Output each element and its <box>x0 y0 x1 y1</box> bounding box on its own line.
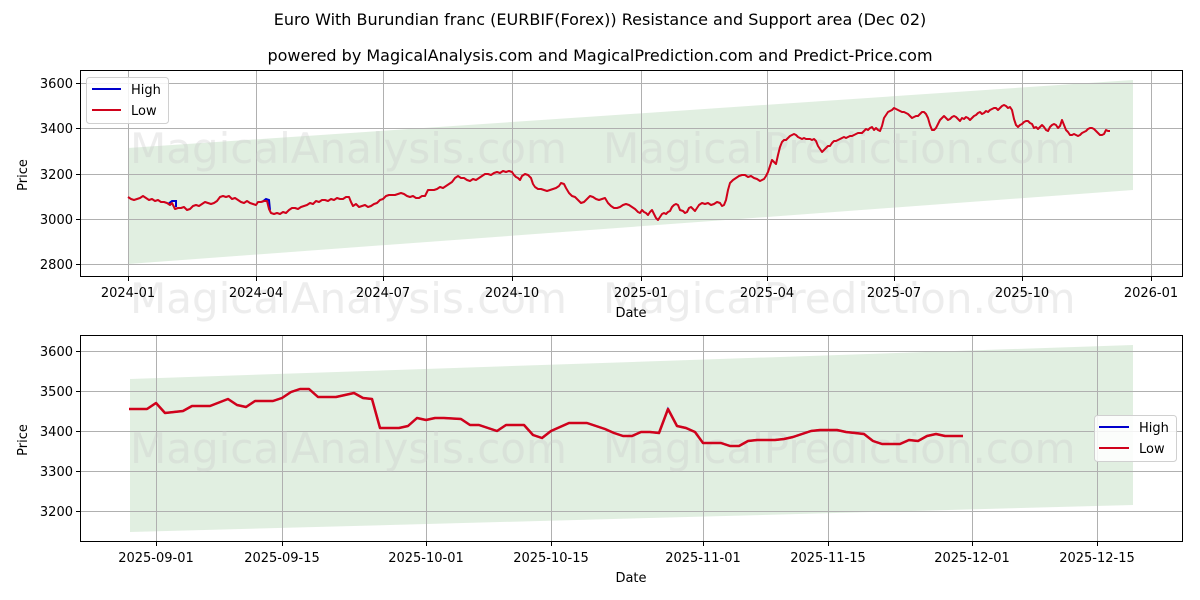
bottom-ytick-3500: 3500 <box>40 385 73 400</box>
bottom-x-axis-label: Date <box>615 571 646 586</box>
watermark-prediction-mid: MagicalPrediction.com <box>603 274 1076 323</box>
top-y-axis: 3600 3400 3200 3000 2800 Price <box>16 77 80 273</box>
bottom-y-axis-label: Price <box>16 424 31 456</box>
legend-low-label: Low <box>1139 442 1165 457</box>
top-y-axis-label: Price <box>16 159 31 191</box>
top-xtick: 2024-10 <box>485 286 539 301</box>
watermark-analysis-mid: MagicalAnalysis.com <box>130 274 567 323</box>
bottom-xtick: 2025-09-15 <box>244 551 320 566</box>
top-xtick: 2025-10 <box>995 286 1049 301</box>
bottom-xtick: 2025-10-15 <box>513 551 589 566</box>
top-xtick: 2024-01 <box>101 286 155 301</box>
top-legend: High Low <box>86 77 169 124</box>
bottom-xtick: 2025-10-01 <box>388 551 464 566</box>
legend-high-label: High <box>131 83 161 98</box>
watermark-prediction-top: MagicalPrediction.com <box>603 124 1076 173</box>
top-xtick: 2024-07 <box>356 286 410 301</box>
top-ytick-3200: 3200 <box>40 168 73 183</box>
top-ytick-3000: 3000 <box>40 213 73 228</box>
top-grid <box>80 70 1183 277</box>
bottom-ytick-3400: 3400 <box>40 425 73 440</box>
top-ytick-3600: 3600 <box>40 77 73 92</box>
bottom-xtick: 2025-09-01 <box>118 551 194 566</box>
watermark-analysis-top: MagicalAnalysis.com <box>130 124 567 173</box>
bottom-axes-frame <box>80 335 1183 542</box>
top-xtick: 2025-04 <box>740 286 794 301</box>
top-xtick: 2024-04 <box>229 286 283 301</box>
bottom-ytick-3200: 3200 <box>40 505 73 520</box>
bottom-low-line <box>129 387 963 448</box>
legend-low-label: Low <box>131 104 157 119</box>
bottom-xtick: 2025-12-15 <box>1059 551 1135 566</box>
watermark-analysis-bottom: MagicalAnalysis.com <box>130 424 567 473</box>
bottom-chart: MagicalAnalysis.com MagicalPrediction.co… <box>16 335 1183 586</box>
bottom-x-axis: 2025-09-01 2025-09-15 2025-10-01 2025-10… <box>118 542 1135 586</box>
top-x-axis: 2024-01 2024-04 2024-07 2024-10 2025-01 … <box>101 277 1178 321</box>
bottom-xtick: 2025-11-15 <box>790 551 866 566</box>
bottom-grid <box>80 335 1183 542</box>
top-ytick-2800: 2800 <box>40 258 73 273</box>
bottom-y-axis: 3600 3500 3400 3300 3200 Price <box>16 345 80 520</box>
top-xtick: 2026-01 <box>1124 286 1178 301</box>
bottom-legend: High Low <box>1094 415 1177 462</box>
top-x-axis-label: Date <box>615 306 646 321</box>
bottom-ytick-3600: 3600 <box>40 345 73 360</box>
top-axes-frame <box>80 70 1183 277</box>
chart-title: Euro With Burundian franc (EURBIF(Forex)… <box>273 10 927 29</box>
bottom-xtick: 2025-12-01 <box>934 551 1010 566</box>
top-xtick: 2025-01 <box>614 286 668 301</box>
top-low-line <box>127 104 1110 221</box>
top-ytick-3400: 3400 <box>40 122 73 137</box>
top-xtick: 2025-07 <box>867 286 921 301</box>
legend-high-label: High <box>1139 421 1169 436</box>
bottom-xtick: 2025-11-01 <box>665 551 741 566</box>
chart-subtitle: powered by MagicalAnalysis.com and Magic… <box>267 46 933 65</box>
watermark-prediction-bottom: MagicalPrediction.com <box>603 424 1076 473</box>
top-chart: MagicalAnalysis.com MagicalPrediction.co… <box>16 70 1183 323</box>
bottom-ytick-3300: 3300 <box>40 465 73 480</box>
top-high-line <box>167 200 177 207</box>
